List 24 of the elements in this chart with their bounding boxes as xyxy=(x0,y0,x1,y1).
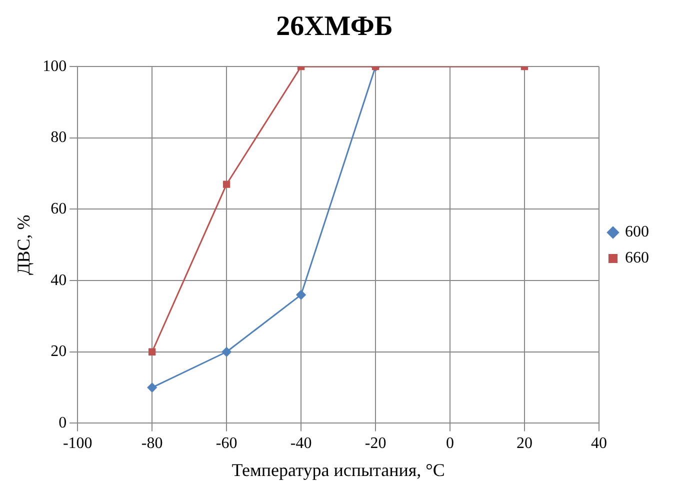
legend-label: 600 xyxy=(625,224,649,241)
x-tick-label: 40 xyxy=(591,435,607,452)
y-tick-label: 80 xyxy=(50,129,67,146)
legend-label: 660 xyxy=(625,250,649,267)
y-tick-label: 40 xyxy=(50,272,67,289)
y-tick-label: 60 xyxy=(50,200,67,218)
point xyxy=(296,290,306,300)
y-tick-label: 100 xyxy=(42,58,67,75)
x-tick-label: -40 xyxy=(290,435,312,452)
chart-title: 26ХМФБ xyxy=(276,11,393,42)
x-axis-title: Температура испытания, °С xyxy=(232,460,445,480)
point xyxy=(148,348,156,356)
y-tick-label: 20 xyxy=(50,343,67,360)
point xyxy=(147,382,157,392)
x-tick-label: -80 xyxy=(141,435,163,452)
x-tick-label: 20 xyxy=(516,435,533,452)
x-tick-label: -60 xyxy=(216,435,238,452)
point xyxy=(222,180,230,188)
x-tick-label: 0 xyxy=(446,435,454,452)
point xyxy=(222,347,232,357)
y-axis-title: ДВС, % xyxy=(14,214,34,276)
x-tick-label: -100 xyxy=(62,435,92,452)
x-tick-label: -20 xyxy=(364,435,386,452)
y-tick-label: 0 xyxy=(58,414,67,432)
